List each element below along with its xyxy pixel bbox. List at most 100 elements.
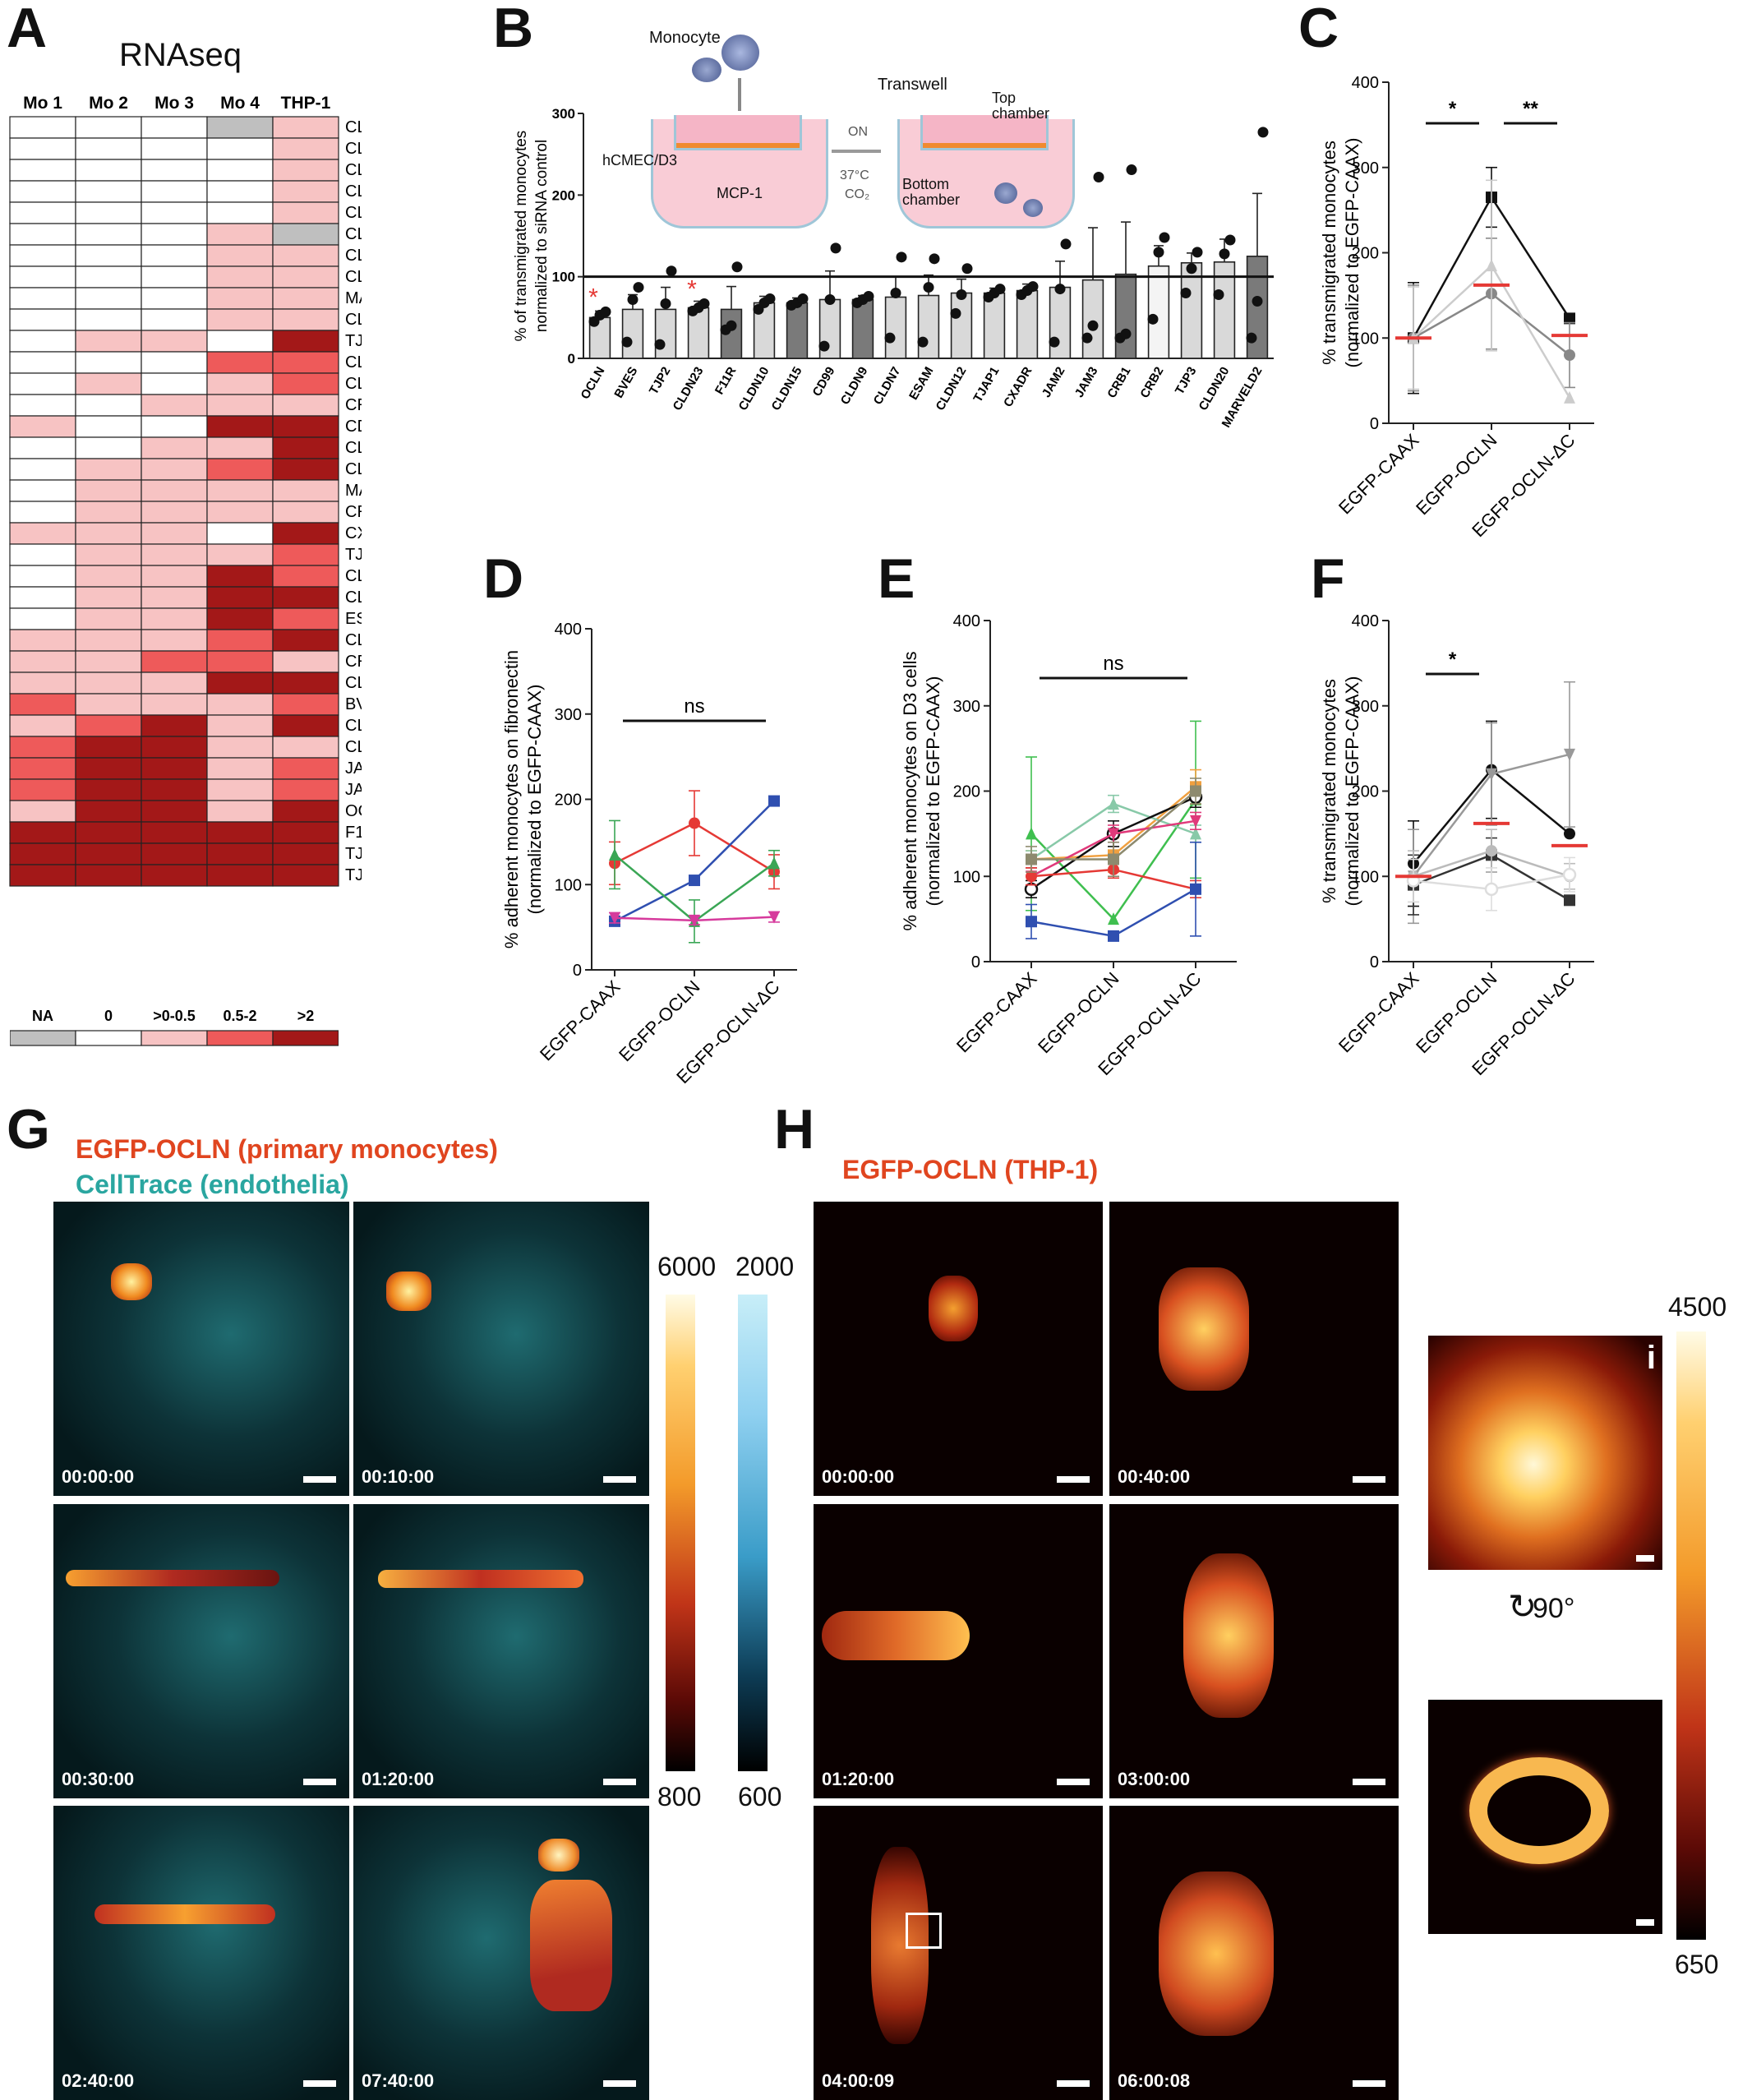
legend-label: 0 xyxy=(104,1008,113,1024)
heatmap-cell xyxy=(141,137,208,160)
heatmap-cell xyxy=(141,308,208,331)
heatmap-title: RNAseq xyxy=(119,37,242,73)
x-tick-label: TJP2 xyxy=(647,365,674,398)
heatmap-cell xyxy=(9,607,76,630)
data-point xyxy=(1224,234,1236,246)
x-tick-label: CLDN7 xyxy=(871,365,904,408)
data-point xyxy=(890,288,901,299)
g-frame-5: 02:40:00 xyxy=(53,1806,349,2100)
heatmap-cell xyxy=(9,372,76,395)
data-point xyxy=(1153,247,1164,258)
bar xyxy=(1180,261,1203,359)
data-point xyxy=(1564,828,1575,840)
heatmap-row-label: CD99 xyxy=(345,418,362,436)
data-point xyxy=(768,856,780,870)
significance-label: ** xyxy=(1523,98,1538,120)
heatmap-cell xyxy=(206,522,274,545)
heatmap-cell xyxy=(141,415,208,438)
monocyte-blob xyxy=(378,1570,583,1588)
heatmap-row-label: CLDN6 xyxy=(345,268,362,286)
monocyte-icon xyxy=(692,58,721,82)
data-point xyxy=(654,339,666,350)
heatmap-cell xyxy=(141,116,208,139)
heatmap-cell xyxy=(272,180,339,203)
heatmap-row-label: CXADR xyxy=(345,524,362,542)
heatmap-cell xyxy=(141,372,208,395)
heatmap-row-label: TJP1 xyxy=(345,332,362,350)
data-point xyxy=(824,293,836,305)
x-tick-label: F11R xyxy=(712,364,740,397)
x-tick-label: JAM2 xyxy=(1040,365,1068,400)
legend-swatch xyxy=(10,1030,76,1046)
data-point xyxy=(923,282,934,293)
heatmap-row-label: CLDN18 xyxy=(345,439,362,457)
data-point xyxy=(726,320,737,331)
legend-label: >2 xyxy=(297,1008,315,1024)
heatmap-cell xyxy=(272,501,339,524)
heatmap-cell xyxy=(75,672,142,695)
heatmap-cell xyxy=(75,586,142,609)
heatmap-column-label: Mo 2 xyxy=(89,94,128,113)
thp1-cell xyxy=(929,1276,978,1341)
data-point xyxy=(1486,768,1497,781)
heatmap-cell xyxy=(141,479,208,502)
y-tick-label: 100 xyxy=(953,868,980,886)
heatmap-cell xyxy=(206,714,274,737)
data-point xyxy=(1486,259,1497,272)
heatmap-cell xyxy=(141,821,208,844)
x-tick-label: ESAM xyxy=(906,365,936,403)
heatmap-row-label: F11R xyxy=(345,824,362,842)
scale-bar xyxy=(603,1779,636,1785)
heatmap-cell xyxy=(9,821,76,844)
heatmap-cell xyxy=(9,351,76,374)
heatmap-cell xyxy=(75,864,142,887)
heatmap-cell xyxy=(272,244,339,267)
heatmap-cell xyxy=(272,287,339,310)
heatmap-cell xyxy=(75,394,142,417)
g-colorbar-cyan-min: 600 xyxy=(738,1782,782,1812)
heatmap-cell xyxy=(272,672,339,695)
heatmap: Mo 1 Mo 2 Mo 3 Mo 4 THP-1 CLDN3 CLDN1 CLDN14 CLD… xyxy=(9,94,362,887)
heatmap-cell xyxy=(272,842,339,865)
heatmap-cell xyxy=(272,522,339,545)
y-tick-label: 400 xyxy=(1352,612,1379,630)
data-point xyxy=(1564,894,1575,907)
monocyte-icon xyxy=(994,182,1017,204)
y-tick-label: 300 xyxy=(1352,159,1379,178)
scale-bar xyxy=(1636,1555,1654,1562)
heatmap-cell xyxy=(75,800,142,823)
y-axis-label: normalized to siRNA control xyxy=(533,140,551,332)
scale-bar xyxy=(1057,2080,1090,2087)
heatmap-cell xyxy=(9,543,76,566)
h-timestamp: 00:00:00 xyxy=(822,1466,895,1487)
heatmap-cell xyxy=(75,501,142,524)
heatmap-cell xyxy=(9,693,76,716)
panel-label-b: B xyxy=(493,0,534,59)
panel-label-e: E xyxy=(878,547,915,610)
heatmap-cell xyxy=(9,308,76,331)
y-tick-label: 100 xyxy=(552,270,575,285)
heatmap-row-label: CLDN20 xyxy=(345,567,362,585)
data-point xyxy=(1257,127,1269,138)
y-axis-label: (normalized to EGFP-CAAX) xyxy=(1342,676,1362,907)
x-tick-label: EGFP-OCLN xyxy=(1412,430,1501,519)
data-point xyxy=(896,252,907,263)
heatmap-cell xyxy=(9,522,76,545)
y-tick-label: 100 xyxy=(1352,868,1379,886)
heatmap-cell xyxy=(9,458,76,481)
inset-label: i xyxy=(1646,1340,1656,1376)
data-point xyxy=(1190,883,1201,895)
significance-label: * xyxy=(1449,648,1457,671)
heatmap-cell xyxy=(206,244,274,267)
data-point xyxy=(1484,882,1499,897)
data-point xyxy=(863,291,874,302)
data-point xyxy=(1147,313,1159,325)
schematic-on: ON xyxy=(848,125,868,139)
y-axis-label: % transmigrated monocytes xyxy=(1319,679,1339,903)
heatmap-cell xyxy=(75,223,142,246)
h-frame-6: 06:00:08 xyxy=(1109,1806,1399,2100)
heatmap-cell xyxy=(141,201,208,224)
chart-d: 0100200300400EGFP-CAAXEGFP-OCLNEGFP-OCLN… xyxy=(501,621,797,1087)
data-point xyxy=(1108,853,1119,865)
arrow-down-icon xyxy=(738,78,741,111)
